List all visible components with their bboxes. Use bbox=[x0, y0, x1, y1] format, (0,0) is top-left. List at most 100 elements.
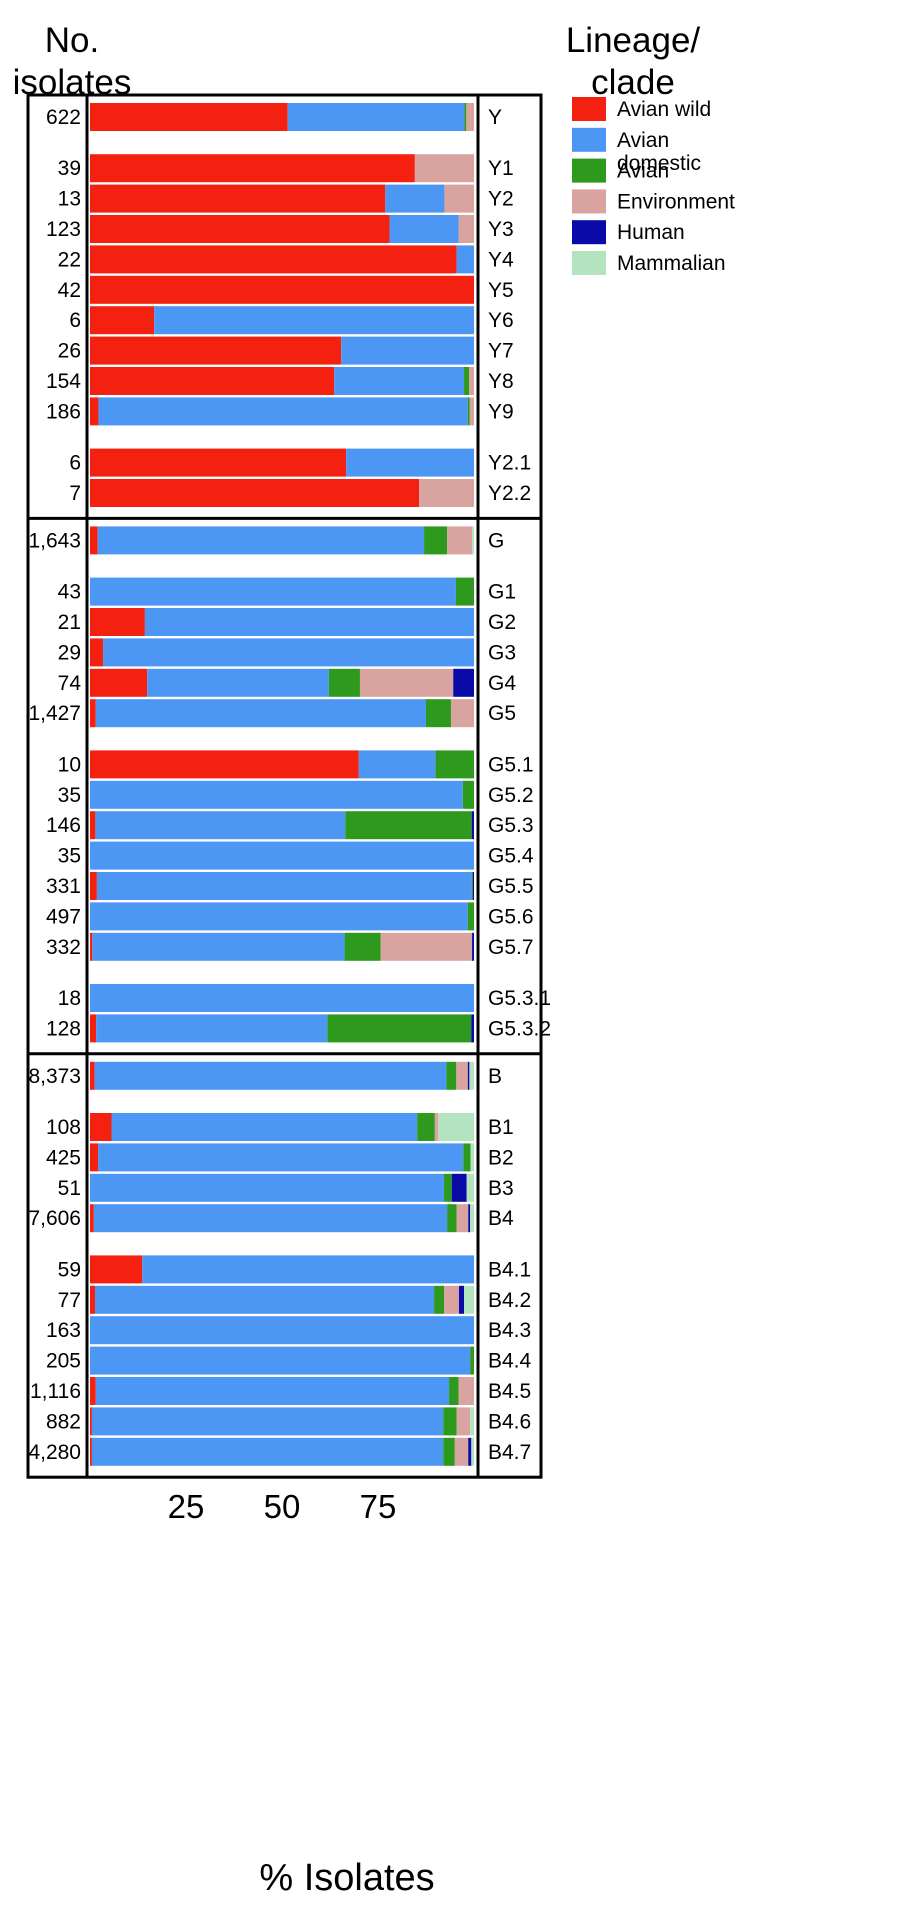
bar-segment-avian-domestic bbox=[346, 449, 474, 477]
bar-segment-environment bbox=[444, 185, 474, 213]
isolate-count: 146 bbox=[46, 814, 81, 837]
isolate-count: 882 bbox=[46, 1410, 81, 1433]
bar-segment-avian-domestic bbox=[92, 1438, 443, 1466]
clade-label: Y4 bbox=[488, 248, 514, 271]
isolate-count: 154 bbox=[46, 370, 81, 393]
clade-label: G4 bbox=[488, 672, 516, 695]
bar-segment-avian-wild bbox=[90, 397, 98, 425]
isolate-count: 8,373 bbox=[28, 1065, 81, 1088]
clade-label: G5.2 bbox=[488, 784, 534, 807]
legend-swatch bbox=[572, 159, 606, 183]
bar-segment-avian-wild bbox=[90, 103, 288, 131]
legend: Avian wildAviandomesticAvianEnvironmentH… bbox=[572, 97, 735, 275]
bar-segment-avian-domestic bbox=[97, 872, 472, 900]
clade-label: Y8 bbox=[488, 370, 514, 393]
bar-segment-avian-domestic bbox=[98, 526, 424, 554]
clade-label: B4.2 bbox=[488, 1289, 531, 1312]
bar-segment-avian bbox=[449, 1377, 459, 1405]
bar-segment-avian bbox=[444, 1174, 452, 1202]
bar-segment-environment bbox=[447, 526, 472, 554]
bar-segment-human bbox=[453, 669, 474, 697]
bar-segment-avian-wild bbox=[90, 1407, 92, 1435]
bar-segment-avian-wild bbox=[90, 669, 147, 697]
clade-label: B4.1 bbox=[488, 1258, 531, 1281]
bar-segment-avian-domestic bbox=[98, 1143, 463, 1171]
bar-segment-avian-wild bbox=[90, 1255, 142, 1283]
isolate-count: 51 bbox=[58, 1177, 81, 1200]
bar-segment-avian-domestic bbox=[359, 750, 436, 778]
isolate-count: 332 bbox=[46, 936, 81, 959]
bar-segment-environment bbox=[457, 1407, 470, 1435]
clade-label: Y5 bbox=[488, 279, 514, 302]
bar-segment-mammalian bbox=[438, 1113, 474, 1141]
bar-segment-avian-domestic bbox=[98, 397, 467, 425]
bar-segment-avian-wild bbox=[90, 638, 103, 666]
bar-segment-avian-domestic bbox=[457, 245, 474, 273]
bar-segment-avian-domestic bbox=[112, 1113, 418, 1141]
isolate-count: 1,643 bbox=[28, 529, 81, 552]
bar-segment-environment bbox=[419, 479, 474, 507]
bar-segment-avian-domestic bbox=[92, 933, 344, 961]
bar-segment-environment bbox=[459, 1377, 474, 1405]
count-header-line1: No. bbox=[45, 21, 99, 60]
clade-label: Y6 bbox=[488, 309, 514, 332]
bar-segment-mammalian bbox=[471, 1143, 474, 1171]
legend-swatch bbox=[572, 251, 606, 275]
isolate-count: 1,427 bbox=[28, 702, 81, 725]
legend-label: Mammalian bbox=[617, 252, 726, 275]
bar-segment-human bbox=[468, 1062, 470, 1090]
bar-segment-avian-wild bbox=[90, 1143, 98, 1171]
clade-label: Y2.1 bbox=[488, 452, 531, 475]
bar-segment-human bbox=[452, 1174, 467, 1202]
bar-segment-mammalian bbox=[470, 1204, 474, 1232]
legend-label: Human bbox=[617, 221, 685, 244]
isolate-count: 108 bbox=[46, 1116, 81, 1139]
bar-segment-avian bbox=[443, 1438, 455, 1466]
clade-label: G5.3.2 bbox=[488, 1017, 551, 1040]
isolate-count: 18 bbox=[58, 987, 81, 1010]
isolate-count: 35 bbox=[58, 845, 81, 868]
bar-segment-avian-domestic bbox=[95, 1286, 434, 1314]
bar-segment-environment bbox=[360, 669, 453, 697]
bar-segment-avian bbox=[426, 699, 451, 727]
isolate-count: 74 bbox=[58, 672, 82, 695]
bar-segment-avian bbox=[436, 750, 474, 778]
bar-segment-avian bbox=[327, 1014, 471, 1042]
bar-segment-avian-domestic bbox=[90, 781, 463, 809]
bar-segment-mammalian bbox=[464, 1286, 474, 1314]
bar-segment-avian bbox=[464, 103, 466, 131]
bar-segment-avian-domestic bbox=[103, 638, 474, 666]
clade-label: Y3 bbox=[488, 218, 514, 241]
isolate-count: 42 bbox=[58, 279, 81, 302]
bar-segment-avian-domestic bbox=[90, 578, 456, 606]
isolate-count: 186 bbox=[46, 400, 81, 423]
bar-segment-avian bbox=[345, 933, 381, 961]
clade-label: Y9 bbox=[488, 400, 514, 423]
clade-label: Y2.2 bbox=[488, 482, 531, 505]
bar-segment-environment bbox=[470, 397, 474, 425]
bar-segment-human bbox=[468, 1204, 470, 1232]
bar-segment-avian bbox=[329, 669, 360, 697]
bar-segment-avian-wild bbox=[90, 933, 92, 961]
bar-segment-avian-wild bbox=[90, 449, 346, 477]
clade-label: G2 bbox=[488, 611, 516, 634]
bar-segment-avian-domestic bbox=[154, 306, 474, 334]
bar-segment-avian-domestic bbox=[95, 811, 345, 839]
bar-segment-avian-wild bbox=[90, 1014, 96, 1042]
isolate-count: 622 bbox=[46, 106, 81, 129]
clade-label: B2 bbox=[488, 1146, 514, 1169]
x-tick-label: 50 bbox=[264, 1488, 301, 1525]
bar-segment-avian-wild bbox=[90, 1377, 96, 1405]
clade-label: B4.4 bbox=[488, 1350, 532, 1373]
bar-segment-environment bbox=[466, 103, 474, 131]
isolate-count: 7,606 bbox=[28, 1207, 81, 1230]
bar-segment-avian-wild bbox=[90, 1113, 112, 1141]
clade-label: G5.4 bbox=[488, 845, 534, 868]
clade-label: B4.6 bbox=[488, 1410, 531, 1433]
bar-segment-avian-wild bbox=[90, 750, 359, 778]
bar-segment-human bbox=[459, 1286, 464, 1314]
bar-segment-avian-domestic bbox=[95, 1062, 447, 1090]
bar-segment-avian bbox=[468, 397, 470, 425]
bar-segment-avian-domestic bbox=[90, 984, 474, 1012]
bar-segment-avian-domestic bbox=[90, 1316, 474, 1344]
